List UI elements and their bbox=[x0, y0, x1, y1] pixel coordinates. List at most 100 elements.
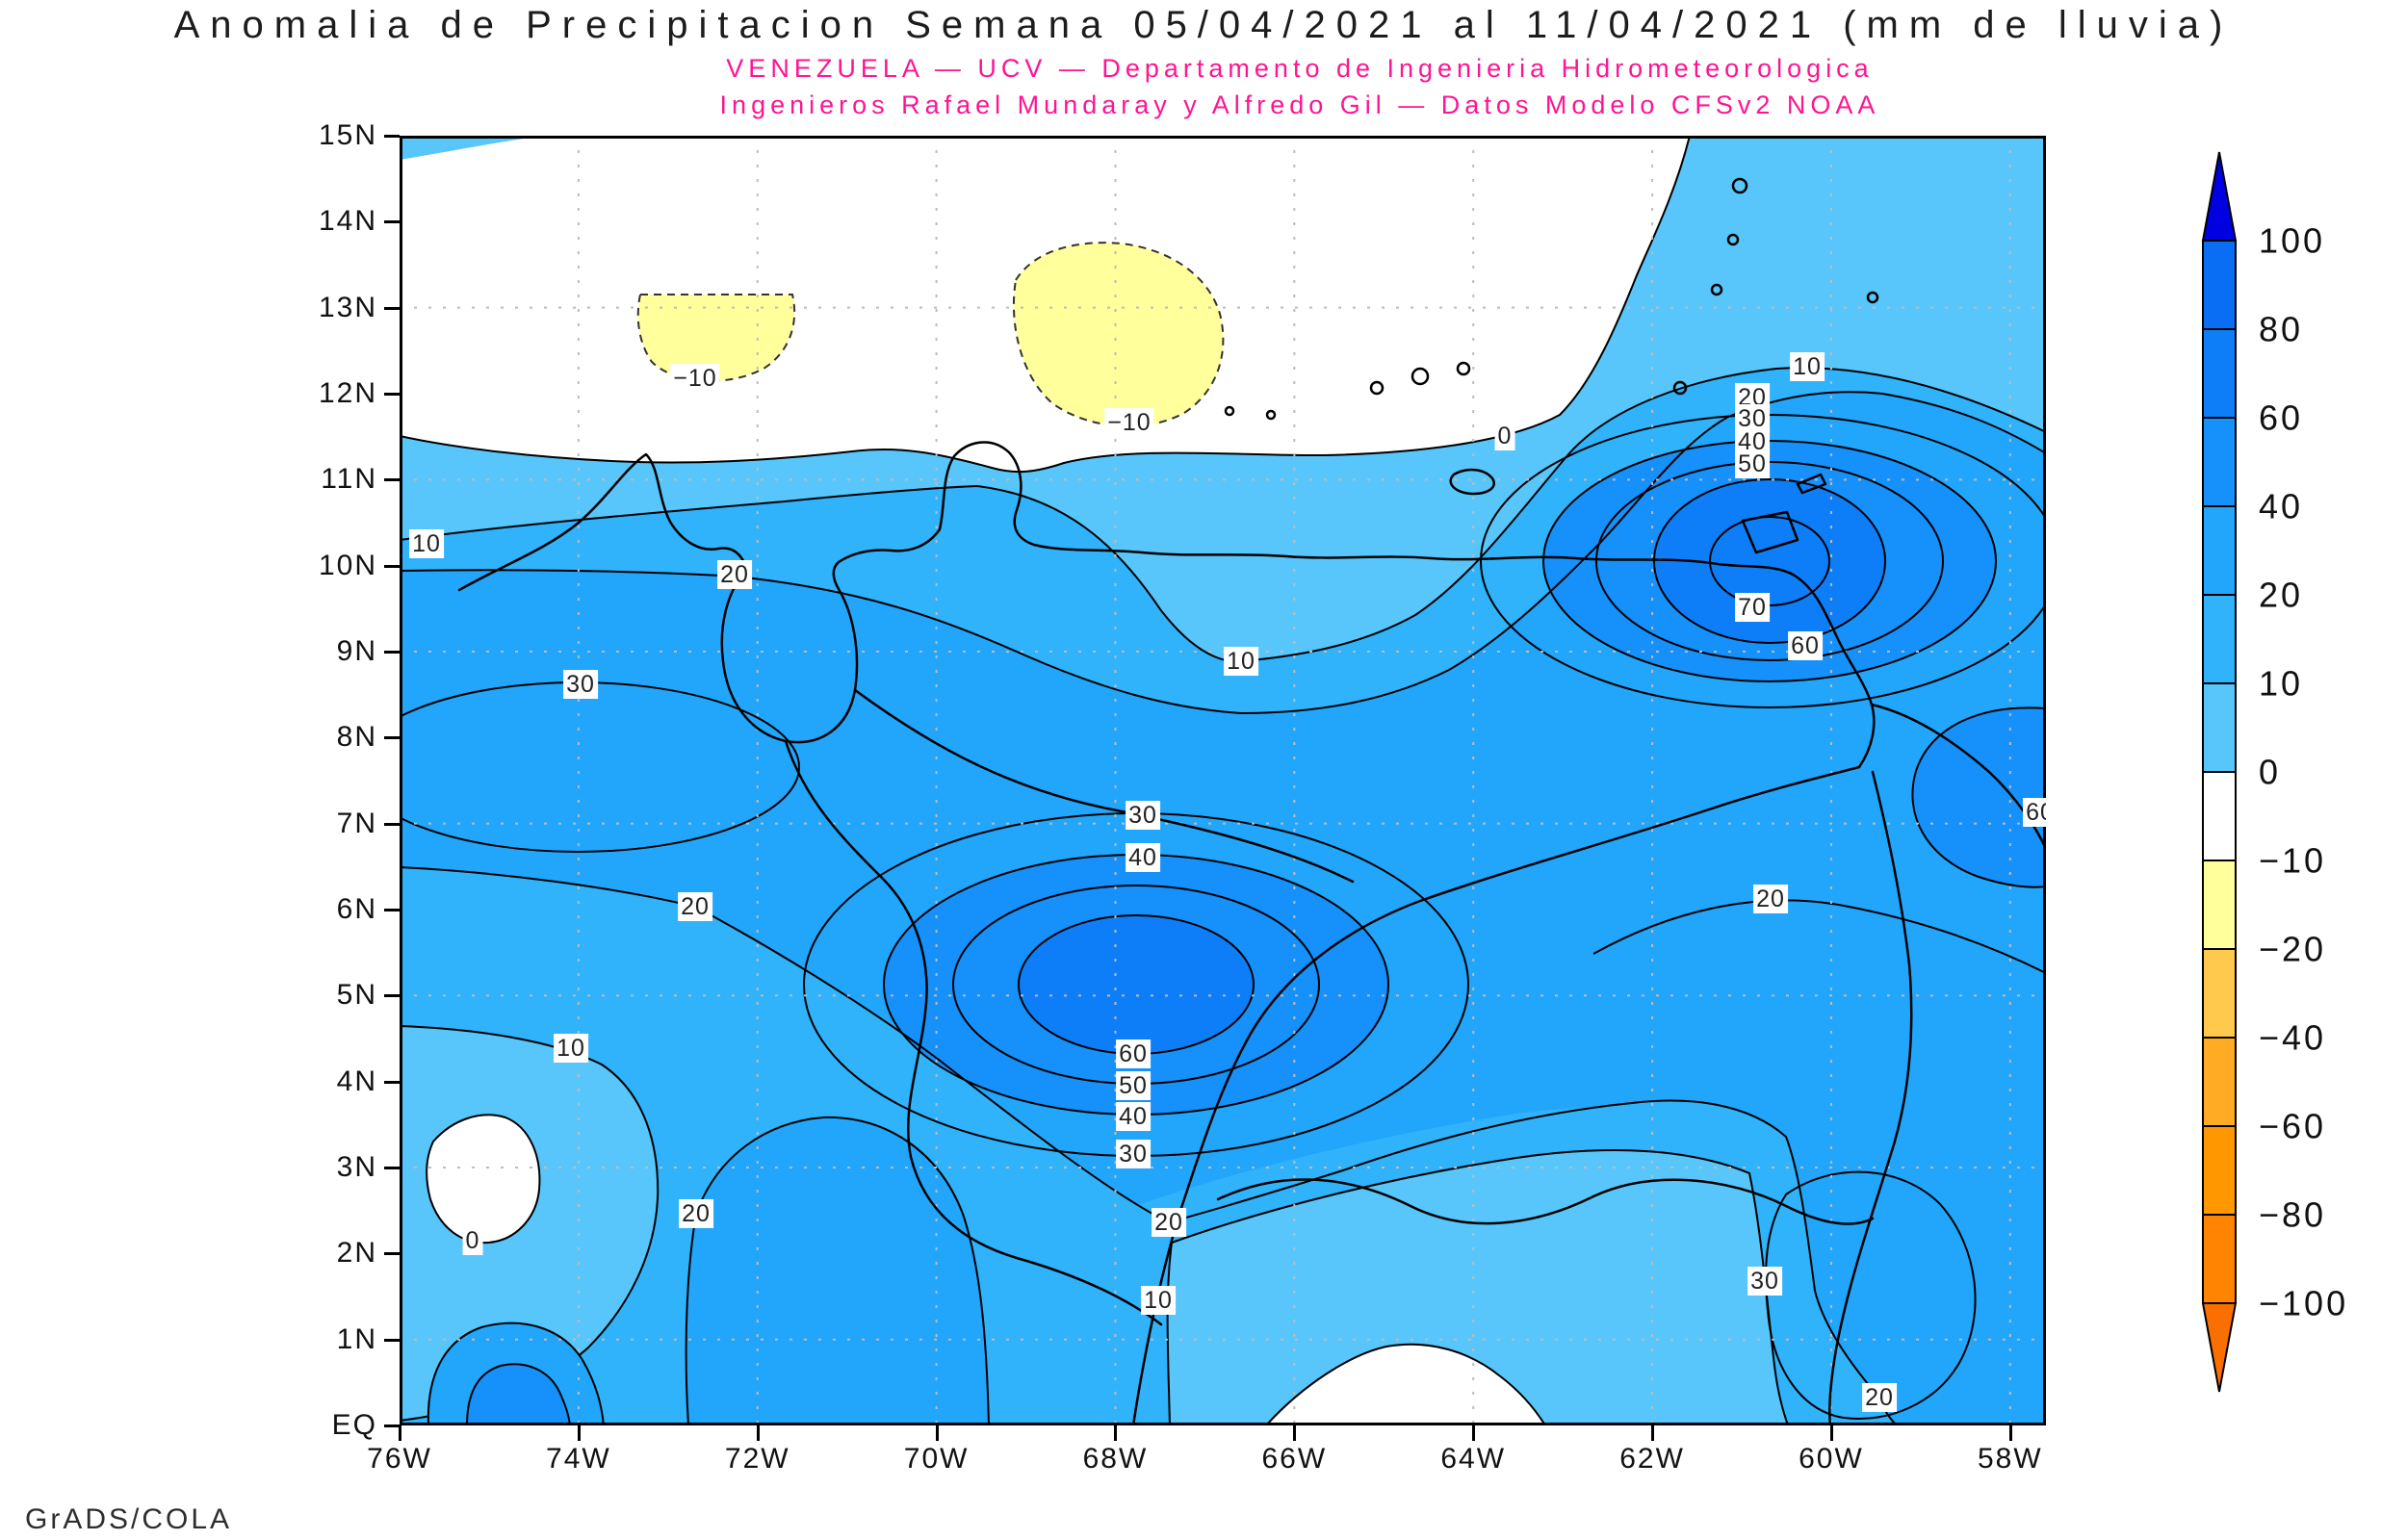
y-tick-label: 13N bbox=[318, 291, 377, 323]
y-tick-label: EQ bbox=[331, 1409, 377, 1441]
region-bottom-white-wedge bbox=[1263, 1343, 1547, 1426]
island-orchila bbox=[1265, 409, 1277, 421]
region-topleft-0-10 bbox=[400, 136, 544, 160]
colorbar-segment bbox=[2202, 594, 2237, 684]
x-tick-label: 68W bbox=[1082, 1443, 1149, 1475]
islands-group bbox=[1224, 177, 1879, 554]
x-tick bbox=[399, 1425, 401, 1441]
island-barbados bbox=[1866, 291, 1879, 304]
colorbar-label: −40 bbox=[2259, 1018, 2326, 1058]
y-tick-label: 4N bbox=[336, 1065, 377, 1097]
region-southwest-20-40 bbox=[685, 1116, 991, 1426]
colorbar-segment bbox=[2202, 417, 2237, 507]
y-tick-label: 5N bbox=[336, 979, 377, 1012]
x-tick-label: 74W bbox=[546, 1443, 611, 1475]
x-tick bbox=[935, 1425, 939, 1441]
y-tick-label: 10N bbox=[318, 549, 377, 581]
map-frame-border bbox=[400, 136, 2046, 1425]
colorbar-label: −10 bbox=[2259, 841, 2326, 881]
colorbar-segment bbox=[2202, 860, 2237, 950]
y-tick-label: 12N bbox=[318, 377, 377, 409]
contour-0-line bbox=[399, 135, 1691, 474]
subtitle-institution: VENEZUELA — UCV — Departamento de Ingeni… bbox=[726, 54, 1874, 83]
island-tobago bbox=[1796, 473, 1827, 495]
colorbar-segment bbox=[2202, 240, 2237, 330]
colorbar-label: 20 bbox=[2259, 576, 2303, 615]
contour-map-svg bbox=[355, 135, 2059, 1427]
colorbar-segment bbox=[2202, 328, 2237, 419]
colorbar-top-arrow bbox=[2201, 151, 2238, 242]
border-essequibo bbox=[1828, 770, 1913, 1427]
colorbar-segment bbox=[2202, 1037, 2237, 1127]
contour-30-column bbox=[1765, 1170, 1977, 1420]
border-brazil bbox=[1216, 1178, 1875, 1225]
y-tick bbox=[384, 1252, 400, 1256]
colorbar-label: −20 bbox=[2259, 930, 2326, 969]
y-tick-label: 11N bbox=[321, 463, 377, 496]
coastline-guyana bbox=[1870, 703, 2048, 851]
coastlines-group bbox=[457, 177, 2048, 1427]
y-tick-label: 3N bbox=[336, 1151, 377, 1183]
y-tick bbox=[384, 822, 400, 826]
island-curacao bbox=[1411, 367, 1430, 386]
colorbar-label: 80 bbox=[2259, 310, 2303, 349]
y-tick bbox=[384, 135, 400, 138]
x-tick bbox=[1829, 1425, 1833, 1441]
x-tick bbox=[756, 1425, 760, 1441]
island-aruba bbox=[1369, 380, 1385, 396]
river-orinoco bbox=[1131, 765, 1861, 1427]
x-tick bbox=[2008, 1425, 2012, 1441]
coastline-venezuela bbox=[457, 441, 1876, 769]
x-tick bbox=[577, 1425, 581, 1441]
river-apure bbox=[853, 688, 1355, 884]
colorbar-label: −60 bbox=[2259, 1107, 2326, 1146]
y-tick-label: 7N bbox=[336, 807, 377, 839]
x-tick-label: 72W bbox=[724, 1443, 790, 1475]
colorbar-bottom-arrow bbox=[2201, 1302, 2238, 1393]
y-tick bbox=[384, 1424, 400, 1427]
colorbar-label: 40 bbox=[2259, 487, 2303, 526]
colorbar-segment bbox=[2202, 1125, 2237, 1216]
x-tick-label: 64W bbox=[1440, 1443, 1507, 1475]
grads-watermark: GrADS/COLA bbox=[25, 1503, 233, 1535]
x-tick bbox=[1293, 1425, 1297, 1441]
x-tick-label: 60W bbox=[1799, 1443, 1864, 1475]
y-tick bbox=[384, 736, 400, 740]
x-tick bbox=[1651, 1425, 1655, 1441]
island-trinidad bbox=[1741, 510, 1799, 554]
colorbar-segment bbox=[2202, 771, 2237, 861]
colorbar-segment bbox=[2202, 505, 2237, 596]
subtitle-authors: Ingenieros Rafael Mundaray y Alfredo Gil… bbox=[719, 90, 1880, 119]
border-colombia bbox=[784, 739, 1163, 1326]
region-0-10-ribbon bbox=[400, 136, 2046, 662]
island-grenada bbox=[1672, 380, 1688, 396]
x-tick-label: 58W bbox=[1977, 1443, 2043, 1475]
island-margarita bbox=[1449, 468, 1495, 496]
colorbar-segment bbox=[2202, 948, 2237, 1039]
x-tick-label: 66W bbox=[1261, 1443, 1328, 1475]
region-southwest-white-0 bbox=[426, 1114, 541, 1245]
contour-central-60 bbox=[1018, 914, 1255, 1055]
x-tick-label: 76W bbox=[367, 1443, 432, 1475]
y-tick bbox=[384, 1338, 400, 1342]
y-tick-label: 8N bbox=[336, 721, 377, 754]
colorbar-segment bbox=[2202, 1214, 2237, 1304]
colorbar-label: 10 bbox=[2259, 664, 2303, 704]
colorbar-label: −80 bbox=[2259, 1195, 2326, 1235]
y-tick bbox=[384, 478, 400, 482]
x-tick bbox=[1472, 1425, 1476, 1441]
y-tick bbox=[384, 1080, 400, 1084]
y-tick bbox=[384, 393, 400, 396]
y-tick bbox=[384, 220, 400, 224]
colorbar-label: −100 bbox=[2259, 1284, 2348, 1323]
colorbar-label: 100 bbox=[2259, 221, 2325, 261]
y-tick bbox=[384, 306, 400, 310]
island-bonaire bbox=[1456, 361, 1471, 376]
y-tick bbox=[384, 564, 400, 568]
y-tick-label: 14N bbox=[318, 205, 377, 238]
contour-20-line-south bbox=[399, 866, 1898, 1426]
y-tick-label: 9N bbox=[336, 635, 377, 667]
y-tick-label: 6N bbox=[336, 893, 377, 925]
